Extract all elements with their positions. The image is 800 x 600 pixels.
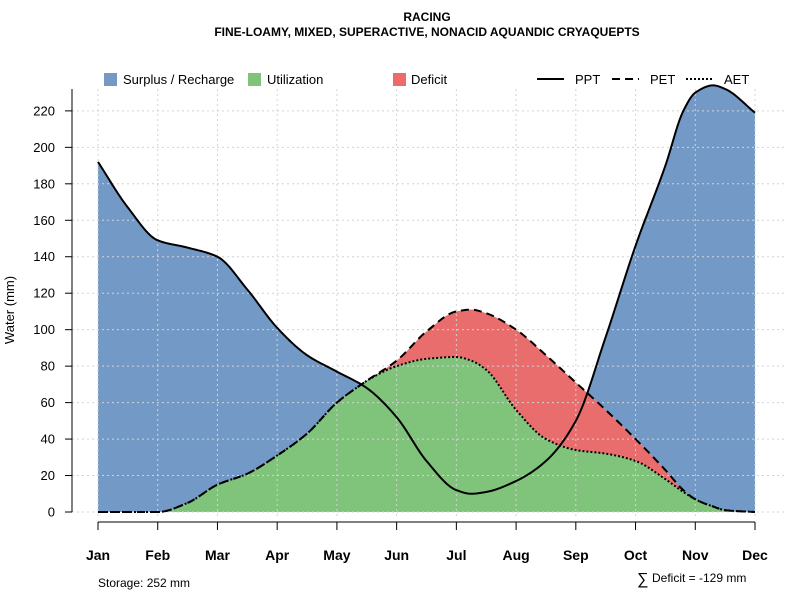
legend-item-aet: AET: [686, 72, 749, 87]
y-tick-label: 180: [33, 176, 55, 191]
utilization-area: [98, 357, 755, 512]
x-tick-label: Mar: [205, 547, 230, 563]
legend-label: Surplus / Recharge: [123, 72, 234, 87]
y-tick-label: 200: [33, 140, 55, 155]
x-tick-label: Jan: [86, 547, 110, 563]
deficit-annotation: Deficit = -129 mm: [652, 571, 746, 585]
legend-swatch: [248, 73, 261, 86]
y-tick-label: 60: [41, 395, 55, 410]
legend-item-ppt: PPT: [537, 72, 600, 87]
y-tick-label: 140: [33, 249, 55, 264]
series-line-aet: [98, 356, 756, 513]
legend-label: Deficit: [411, 72, 448, 87]
x-tick-label: Nov: [682, 547, 709, 563]
y-tick-label: 100: [33, 322, 55, 337]
area-layers: [98, 85, 755, 512]
x-tick-label: Sep: [563, 547, 589, 563]
surplus-recharge-area: [98, 85, 755, 512]
y-axis-label: Water (mm): [2, 276, 17, 344]
x-tick-label: Oct: [624, 547, 648, 563]
sum-symbol-icon: ∑: [637, 571, 648, 588]
x-tick-label: Dec: [742, 547, 768, 563]
legend-label: Utilization: [267, 72, 323, 87]
y-tick-label: 160: [33, 213, 55, 228]
y-tick-label: 40: [41, 432, 55, 447]
y-tick-label: 20: [41, 468, 55, 483]
legend-item-deficit: Deficit: [393, 72, 448, 87]
series-line-pet: [98, 308, 756, 513]
axes: 0 20 40 60 80 100 120 140 160 180 200 220 Jan Feb Mar A…: [33, 89, 768, 563]
x-tick-label: Apr: [265, 547, 290, 563]
x-tick-label: Feb: [145, 547, 170, 563]
plot-area: [72, 84, 785, 516]
grid-lines: [72, 89, 785, 516]
x-tick-label: Aug: [502, 547, 529, 563]
y-tick-label: 220: [33, 103, 55, 118]
y-tick-label: 0: [48, 505, 55, 520]
legend-item-utilization: Utilization: [248, 72, 323, 87]
x-tick-label: May: [323, 547, 350, 563]
legend-label: PPT: [575, 72, 600, 87]
legend: Surplus / Recharge Utilization Deficit PPT P…: [104, 72, 749, 87]
legend-label: PET: [650, 72, 675, 87]
storage-annotation: Storage: 252 mm: [98, 576, 190, 590]
series-lines: [97, 84, 756, 513]
x-tick-label: Jun: [384, 547, 409, 563]
deficit-area: [98, 309, 755, 512]
legend-item-pet: PET: [612, 72, 675, 87]
legend-swatch: [393, 73, 406, 86]
x-tick-label: Jul: [446, 547, 466, 563]
legend-item-surplus-recharge: Surplus / Recharge: [104, 72, 234, 87]
y-tick-label: 80: [41, 359, 55, 374]
chart-title: RACING: [403, 10, 450, 24]
chart-subtitle: FINE-LOAMY, MIXED, SUPERACTIVE, NONACID …: [214, 25, 639, 39]
series-line-ppt: [97, 84, 756, 495]
legend-label: AET: [724, 72, 749, 87]
y-tick-label: 120: [33, 286, 55, 301]
legend-swatch: [104, 73, 117, 86]
